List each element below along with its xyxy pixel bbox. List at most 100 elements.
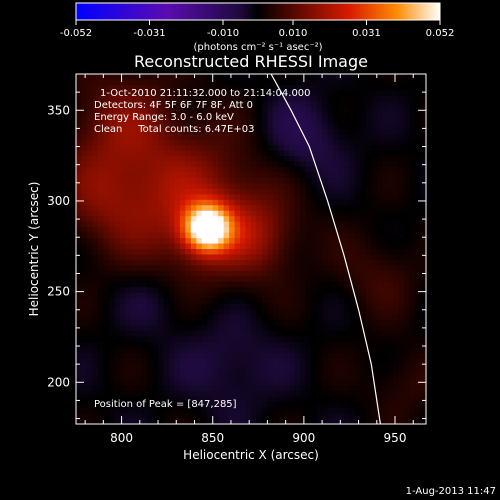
- heatmap-cell: [294, 123, 301, 130]
- heatmap-cell: [119, 413, 126, 420]
- heatmap-cell: [349, 374, 356, 381]
- heatmap-cell: [174, 183, 181, 190]
- heatmap-cell: [185, 369, 192, 376]
- heatmap-cell: [147, 106, 154, 113]
- heatmap-cell: [261, 314, 269, 321]
- heatmap-cell: [119, 134, 126, 141]
- heatmap-cell: [404, 134, 411, 141]
- heatmap-cell: [387, 374, 394, 381]
- heatmap-cell: [387, 391, 394, 398]
- heatmap-cell: [174, 74, 181, 81]
- heatmap-cell: [114, 358, 121, 365]
- heatmap-cell: [415, 407, 422, 414]
- heatmap-cell: [261, 112, 269, 119]
- heatmap-cell: [97, 341, 104, 349]
- heatmap-cell: [300, 128, 307, 135]
- heatmap-cell: [81, 292, 88, 299]
- heatmap-cell: [398, 177, 405, 184]
- heatmap-cell: [201, 281, 208, 288]
- heatmap-cell: [223, 254, 230, 261]
- heatmap-cell: [114, 161, 121, 168]
- heatmap-cell: [376, 216, 383, 223]
- heatmap-cell: [371, 156, 378, 163]
- heatmap-cell: [316, 79, 323, 86]
- heatmap-cell: [97, 418, 104, 424]
- heatmap-cell: [218, 385, 225, 392]
- heatmap-cell: [338, 265, 345, 272]
- heatmap-cell: [125, 128, 132, 135]
- heatmap-cell: [404, 227, 411, 234]
- heatmap-cell: [207, 363, 214, 370]
- heatmap-cell: [289, 380, 296, 387]
- heatmap-cell: [130, 112, 137, 119]
- heatmap-cell: [119, 232, 126, 239]
- heatmap-cell: [294, 369, 301, 376]
- heatmap-cell: [234, 374, 241, 381]
- heatmap-cell: [305, 341, 312, 349]
- heatmap-cell: [130, 331, 137, 338]
- heatmap-cell: [365, 145, 372, 152]
- heatmap-cell: [398, 199, 405, 206]
- heatmap-cell: [136, 281, 143, 288]
- heatmap-cell: [125, 363, 132, 370]
- heatmap-cell: [174, 139, 181, 146]
- heatmap-cell: [76, 84, 83, 92]
- heatmap-cell: [86, 369, 94, 376]
- heatmap-cell: [415, 374, 422, 381]
- heatmap-cell: [256, 177, 263, 184]
- heatmap-cell: [218, 303, 225, 310]
- heatmap-cell: [201, 402, 208, 409]
- heatmap-cell: [125, 254, 132, 261]
- heatmap-cell: [305, 84, 312, 92]
- heatmap-cell: [398, 205, 405, 212]
- heatmap-cell: [316, 385, 323, 392]
- heatmap-cell: [409, 183, 416, 190]
- heatmap-cell: [305, 358, 312, 365]
- heatmap-cell: [251, 84, 258, 92]
- heatmap-cell: [387, 276, 394, 283]
- heatmap-cell: [278, 166, 285, 174]
- heatmap-cell: [305, 276, 312, 283]
- heatmap-cell: [103, 221, 110, 228]
- heatmap-cell: [343, 336, 351, 343]
- heatmap-cell: [196, 243, 203, 250]
- heatmap-cell: [108, 172, 115, 179]
- heatmap-cell: [338, 287, 345, 294]
- heatmap-cell: [158, 117, 165, 124]
- heatmap-cell: [349, 336, 356, 343]
- heatmap-cell: [311, 166, 318, 174]
- heatmap-cell: [327, 232, 334, 239]
- heatmap-cell: [343, 243, 351, 250]
- heatmap-cell: [86, 134, 94, 141]
- heatmap-cell: [365, 139, 372, 146]
- heatmap-cell: [349, 369, 356, 376]
- heatmap-cell: [76, 194, 83, 201]
- heatmap-cell: [343, 303, 351, 310]
- heatmap-cell: [278, 188, 285, 195]
- colorbar-unit-label: (photons cm⁻² s⁻¹ asec⁻²): [193, 42, 322, 53]
- heatmap-cell: [256, 210, 263, 217]
- heatmap-cell: [245, 309, 252, 316]
- heatmap-cell: [382, 79, 389, 86]
- heatmap-cell: [130, 325, 137, 332]
- heatmap-cell: [354, 232, 361, 239]
- heatmap-cell: [223, 265, 230, 272]
- heatmap-cell: [108, 123, 115, 130]
- heatmap-cell: [283, 254, 290, 261]
- heatmap-cell: [409, 74, 416, 81]
- heatmap-cell: [136, 90, 143, 97]
- heatmap-cell: [103, 314, 110, 321]
- heatmap-cell: [398, 358, 405, 365]
- heatmap-cell: [212, 358, 219, 365]
- heatmap-cell: [136, 117, 143, 124]
- heatmap-cell: [415, 221, 422, 228]
- heatmap-cell: [168, 227, 176, 234]
- heatmap-cell: [404, 347, 411, 354]
- heatmap-cell: [343, 352, 351, 359]
- heatmap-cell: [229, 117, 236, 124]
- heatmap-cell: [234, 232, 241, 239]
- heatmap-cell: [81, 123, 88, 130]
- heatmap-cell: [190, 74, 197, 81]
- heatmap-cell: [190, 325, 197, 332]
- heatmap-cell: [141, 320, 148, 327]
